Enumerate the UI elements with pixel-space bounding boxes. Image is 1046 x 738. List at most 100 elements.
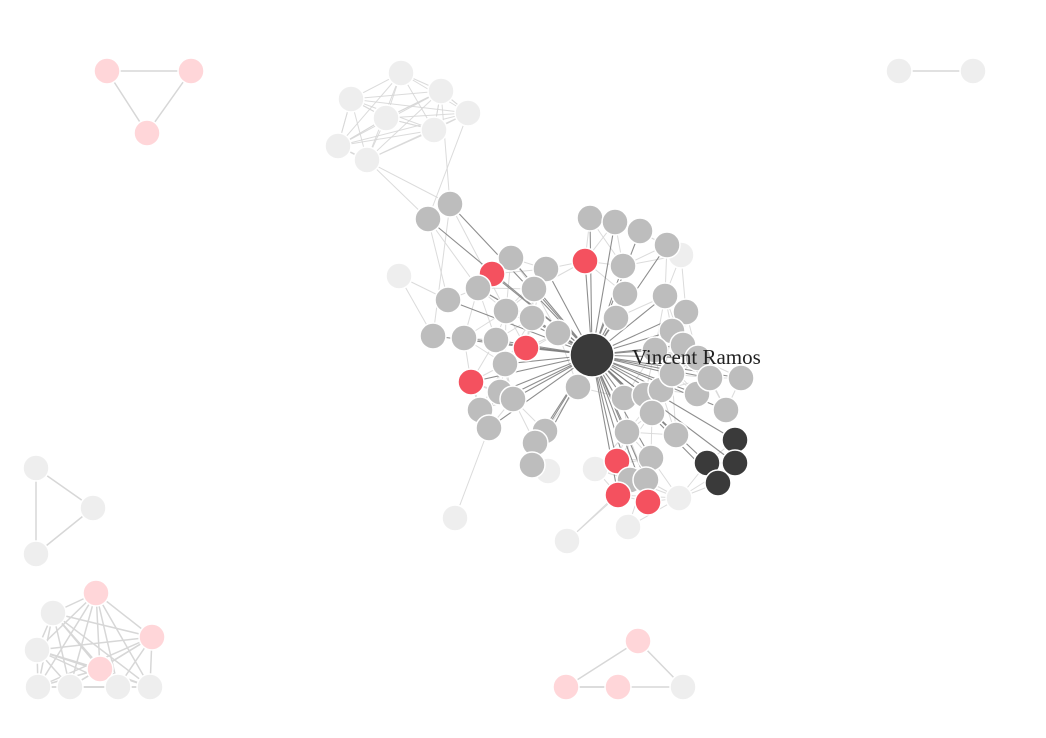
graph-node[interactable] <box>79 494 107 522</box>
graph-node[interactable] <box>482 326 510 354</box>
graph-edge <box>432 203 451 337</box>
graph-edge <box>366 90 442 161</box>
graph-node[interactable] <box>434 286 462 314</box>
graph-node[interactable] <box>491 350 519 378</box>
graph-node[interactable] <box>457 368 485 396</box>
graph-node[interactable] <box>427 77 455 105</box>
graph-node[interactable] <box>603 447 631 475</box>
graph-node[interactable] <box>419 322 447 350</box>
graph-node[interactable] <box>372 104 400 132</box>
graph-edge <box>440 90 451 205</box>
graph-node[interactable] <box>614 513 642 541</box>
graph-node[interactable] <box>613 418 641 446</box>
graph-node[interactable] <box>420 116 448 144</box>
graph-edge <box>589 217 593 356</box>
focus-node[interactable] <box>569 332 615 378</box>
graph-node[interactable] <box>464 274 492 302</box>
graph-node[interactable] <box>721 449 749 477</box>
graph-node[interactable] <box>602 304 630 332</box>
graph-node[interactable] <box>82 579 110 607</box>
graph-node[interactable] <box>712 396 740 424</box>
graph-node[interactable] <box>387 59 415 87</box>
graph-node[interactable] <box>436 190 464 218</box>
graph-node[interactable] <box>626 217 654 245</box>
graph-node[interactable] <box>518 451 546 479</box>
graph-node[interactable] <box>662 421 690 449</box>
graph-node[interactable] <box>571 247 599 275</box>
graph-node[interactable] <box>658 360 686 388</box>
graph-node[interactable] <box>337 85 365 113</box>
graph-node[interactable] <box>604 481 632 509</box>
graph-node[interactable] <box>604 673 632 701</box>
graph-edge <box>427 218 449 301</box>
edge-layer <box>35 70 974 688</box>
graph-node[interactable] <box>492 297 520 325</box>
graph-node[interactable] <box>624 627 652 655</box>
graph-node[interactable] <box>532 255 560 283</box>
graph-node[interactable] <box>93 57 121 85</box>
graph-node[interactable] <box>353 146 381 174</box>
graph-node[interactable] <box>499 385 527 413</box>
graph-edge <box>350 98 469 114</box>
graph-node[interactable] <box>22 454 50 482</box>
graph-edge <box>36 636 153 651</box>
graph-node[interactable] <box>609 252 637 280</box>
graph-node[interactable] <box>611 280 639 308</box>
graph-node[interactable] <box>454 99 482 127</box>
graph-node[interactable] <box>22 540 50 568</box>
graph-node[interactable] <box>651 282 679 310</box>
graph-node[interactable] <box>86 655 114 683</box>
graph-node[interactable] <box>133 119 161 147</box>
graph-edge <box>95 592 119 688</box>
graph-node[interactable] <box>959 57 987 85</box>
graph-node[interactable] <box>576 204 604 232</box>
graph-node[interactable] <box>518 304 546 332</box>
graph-node[interactable] <box>684 344 712 372</box>
graph-node[interactable] <box>450 324 478 352</box>
graph-node[interactable] <box>641 336 669 364</box>
graph-edge <box>454 427 490 519</box>
graph-node[interactable] <box>601 208 629 236</box>
graph-node[interactable] <box>512 334 540 362</box>
graph-edge <box>565 640 639 688</box>
graph-node[interactable] <box>23 636 51 664</box>
graph-node[interactable] <box>385 262 413 290</box>
graph-node[interactable] <box>56 673 84 701</box>
graph-node[interactable] <box>104 673 132 701</box>
graph-node[interactable] <box>885 57 913 85</box>
graph-edge <box>366 159 429 220</box>
graph-node[interactable] <box>653 231 681 259</box>
node-layer <box>22 57 987 701</box>
graph-node[interactable] <box>520 275 548 303</box>
graph-node[interactable] <box>638 399 666 427</box>
graph-edge <box>447 299 593 356</box>
graph-node[interactable] <box>414 205 442 233</box>
graph-node[interactable] <box>665 484 693 512</box>
graph-node[interactable] <box>177 57 205 85</box>
graph-node[interactable] <box>544 319 572 347</box>
graph-node[interactable] <box>672 298 700 326</box>
graph-node[interactable] <box>138 623 166 651</box>
graph-node[interactable] <box>441 504 469 532</box>
graph-node[interactable] <box>475 414 503 442</box>
graph-node[interactable] <box>704 469 732 497</box>
graph-node[interactable] <box>634 488 662 516</box>
graph-node[interactable] <box>553 527 581 555</box>
graph-node[interactable] <box>497 244 525 272</box>
graph-edge <box>427 218 479 289</box>
graph-edge <box>350 90 442 100</box>
graph-node[interactable] <box>564 373 592 401</box>
graph-edge <box>52 612 153 638</box>
graph-node[interactable] <box>669 673 697 701</box>
graph-node[interactable] <box>727 364 755 392</box>
graph-node[interactable] <box>696 364 724 392</box>
graph-node[interactable] <box>24 673 52 701</box>
graph-node[interactable] <box>721 426 749 454</box>
graph-edge <box>37 592 97 688</box>
graph-node[interactable] <box>136 673 164 701</box>
graph-node[interactable] <box>552 673 580 701</box>
graph-edge <box>337 112 469 147</box>
graph-node[interactable] <box>39 599 67 627</box>
graph-node[interactable] <box>324 132 352 160</box>
